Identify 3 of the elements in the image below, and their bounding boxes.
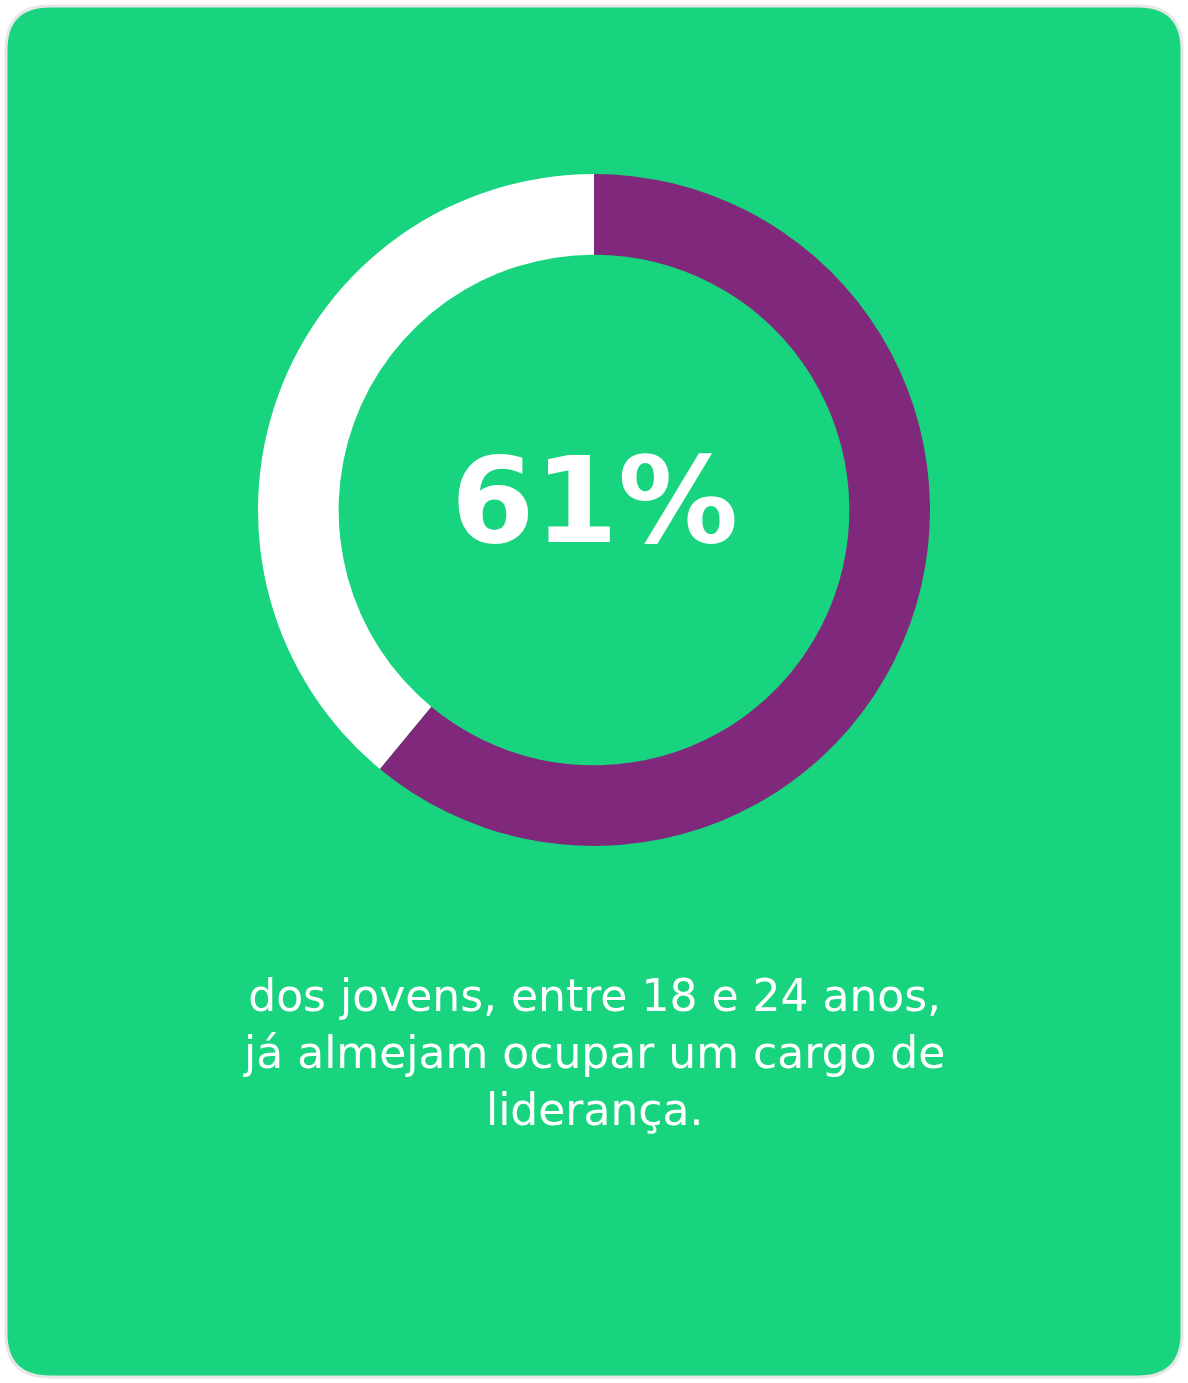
data-label: 61% — [451, 431, 739, 570]
donut-slice — [379, 174, 930, 846]
text: dos jovens, entre 18 e 24 anos, já almejam ocupar um cargo de liderança. — [243, 970, 946, 1136]
